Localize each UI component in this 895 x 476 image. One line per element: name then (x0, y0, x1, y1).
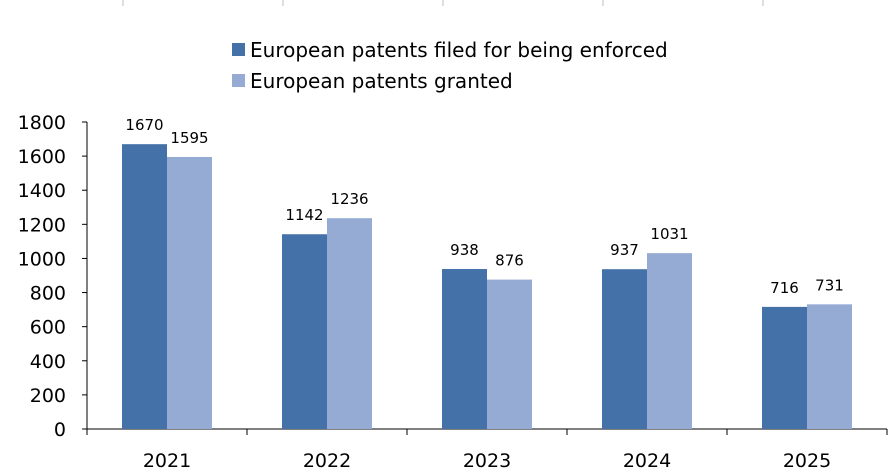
y-tick-label-600: 600 (30, 317, 66, 339)
y-axis: 0 200 400 600 800 1000 1200 1400 1600 1800 (18, 112, 88, 441)
bars (122, 144, 852, 430)
legend: European patents filed for being enforce… (232, 38, 668, 93)
top-tick-marks (122, 0, 764, 6)
data-label-granted-2024: 1031 (650, 225, 688, 243)
x-tick-label-2022: 2022 (303, 450, 351, 472)
bar-filed-2023 (442, 269, 487, 429)
legend-label-granted: European patents granted (250, 69, 513, 93)
bar-granted-2023 (487, 279, 532, 429)
data-labels: 1670 1595 1142 1236 938 876 937 1031 716 731 (125, 116, 843, 297)
data-label-filed-2021: 1670 (125, 116, 163, 134)
x-tick-label-2025: 2025 (783, 450, 831, 472)
y-tick-label-1600: 1600 (18, 146, 66, 168)
x-tick-label-2021: 2021 (143, 450, 191, 472)
y-tick-label-800: 800 (30, 283, 66, 305)
y-tick-label-400: 400 (30, 351, 66, 373)
data-label-filed-2022: 1142 (285, 206, 323, 224)
bar-granted-2022 (327, 218, 372, 429)
bar-filed-2022 (282, 234, 327, 429)
data-label-filed-2024: 937 (610, 241, 639, 259)
y-tick-label-1000: 1000 (18, 248, 66, 270)
data-label-filed-2025: 716 (770, 279, 799, 297)
bar-granted-2024 (647, 253, 692, 429)
legend-label-filed: European patents filed for being enforce… (250, 38, 668, 62)
y-tick-label-1200: 1200 (18, 214, 66, 236)
y-tick-label-0: 0 (54, 419, 66, 441)
data-label-granted-2023: 876 (495, 252, 524, 270)
bar-filed-2025 (762, 306, 807, 429)
y-tick-label-1400: 1400 (18, 180, 66, 202)
x-tick-label-2024: 2024 (623, 450, 671, 472)
x-axis: 2021 2022 2023 2024 2025 (86, 428, 888, 472)
legend-swatch-filed (232, 43, 245, 56)
legend-swatch-granted (232, 74, 245, 87)
bar-filed-2024 (602, 269, 647, 429)
bar-granted-2021 (167, 156, 212, 430)
bar-granted-2025 (807, 304, 852, 429)
data-label-granted-2021: 1595 (170, 129, 208, 147)
x-tick-label-2023: 2023 (463, 450, 511, 472)
bar-filed-2021 (122, 144, 167, 429)
data-label-granted-2022: 1236 (330, 190, 368, 208)
y-tick-label-1800: 1800 (18, 112, 66, 134)
data-label-granted-2025: 731 (815, 276, 844, 294)
y-tick-label-200: 200 (30, 385, 66, 407)
data-label-filed-2023: 938 (450, 241, 479, 259)
